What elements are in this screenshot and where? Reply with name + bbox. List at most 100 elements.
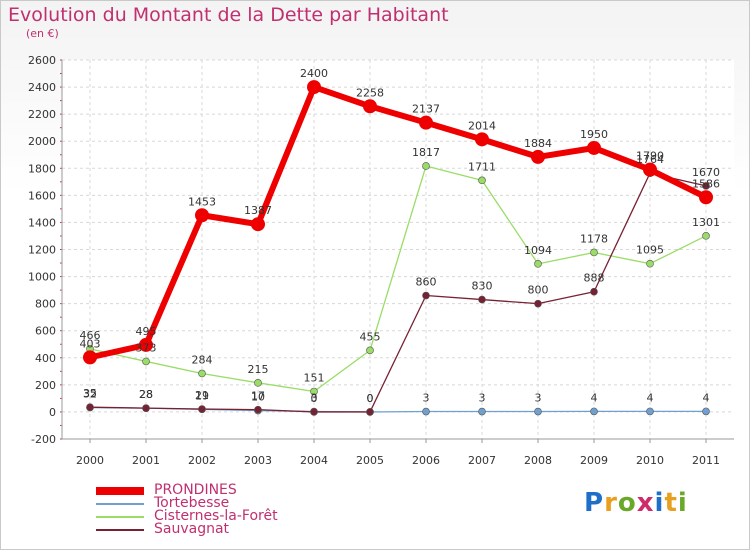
y-tick-label: 600 [35, 325, 56, 338]
data-point [254, 405, 262, 414]
data-point [422, 407, 430, 416]
y-tick-label: 1000 [28, 271, 56, 284]
data-label: 2014 [468, 119, 496, 132]
data-label: 19 [195, 389, 209, 402]
data-label: 3 [479, 392, 486, 405]
data-point [142, 357, 150, 366]
y-tick-label: -200 [31, 433, 56, 446]
data-label: 32 [83, 388, 97, 401]
data-label: 1178 [580, 232, 608, 245]
data-label: 403 [80, 337, 101, 350]
data-label: 0 [311, 392, 318, 405]
logo-letter: i [654, 488, 665, 518]
data-label: 28 [139, 388, 153, 401]
data-label: 466 [80, 329, 101, 342]
data-label: 3 [311, 392, 318, 405]
x-tick-label: 2000 [76, 454, 104, 467]
data-label: 215 [248, 363, 269, 376]
data-label: 1387 [244, 204, 272, 217]
data-label: 151 [304, 371, 325, 384]
data-point [195, 208, 209, 223]
data-label: 0 [367, 392, 374, 405]
data-point [310, 387, 318, 396]
data-point [699, 190, 713, 205]
data-label: 455 [360, 330, 381, 343]
legend-swatch [96, 528, 144, 531]
legend-label: PRONDINES [154, 482, 237, 498]
data-point [702, 407, 710, 416]
series-line-0 [89, 84, 708, 361]
x-tick-label: 2011 [692, 454, 720, 467]
series-line-2 [89, 165, 707, 393]
y-tick-label: 2600 [28, 54, 56, 67]
data-point [534, 260, 542, 268]
legend-label: Cisternes-la-Forêt [154, 508, 278, 524]
data-point [534, 407, 542, 416]
data-point [366, 346, 374, 355]
data-label: 10 [251, 391, 265, 404]
logo-letter: P [584, 488, 605, 518]
data-label: 2258 [356, 86, 384, 99]
logo-letter: i [677, 488, 688, 518]
data-label: 2400 [300, 67, 328, 80]
data-label: 1094 [524, 244, 552, 257]
data-point [254, 379, 262, 387]
data-label: 830 [472, 280, 493, 293]
data-point [422, 291, 430, 300]
x-tick-label: 2005 [356, 454, 384, 467]
y-tick-label: 1400 [28, 216, 56, 229]
data-label: 800 [528, 284, 549, 297]
x-tick-label: 2007 [468, 454, 496, 467]
data-label: 28 [139, 388, 153, 401]
x-tick-label: 2009 [580, 454, 608, 467]
y-tick-label: 200 [35, 379, 56, 392]
y-tick-label: 1600 [28, 189, 56, 202]
data-label: 1095 [636, 244, 664, 257]
data-label: 1301 [692, 216, 720, 229]
data-label: 1586 [692, 177, 720, 190]
data-point [142, 404, 150, 412]
data-point [310, 408, 318, 416]
data-label: 17 [251, 390, 265, 403]
y-tick-label: 2200 [28, 108, 56, 121]
x-tick-label: 2008 [524, 454, 552, 467]
chart-legend: PRONDINES Tortebesse Cisternes-la-Forêt Sau… [96, 482, 278, 536]
data-point [366, 408, 374, 416]
chart-unit-label: (en €) [26, 27, 59, 40]
data-point [590, 248, 598, 257]
data-point [422, 162, 430, 170]
data-label: 888 [584, 272, 605, 285]
legend-swatch [96, 486, 144, 495]
data-point [198, 369, 206, 378]
logo-letter: x [636, 488, 655, 518]
legend-label: Tortebesse [154, 495, 230, 511]
data-point [478, 295, 486, 304]
data-point [646, 407, 654, 416]
data-label: 284 [192, 353, 213, 366]
data-point [531, 149, 545, 164]
x-tick-label: 2002 [188, 454, 216, 467]
data-label: 2137 [412, 103, 440, 116]
data-label: 35 [83, 387, 97, 400]
data-point [478, 407, 486, 416]
data-point [251, 217, 265, 232]
data-point [139, 337, 153, 352]
chart-title: Evolution du Montant de la Dette par Hab… [8, 4, 449, 26]
proxiti-logo: Proxiti [584, 488, 688, 518]
data-label: 1711 [468, 160, 496, 173]
series-line-3 [89, 172, 707, 413]
data-label: 1453 [188, 195, 216, 208]
data-label: 4 [591, 391, 598, 404]
data-point [478, 176, 486, 185]
x-tick-label: 2001 [132, 454, 160, 467]
data-point [590, 407, 598, 416]
data-point [534, 299, 542, 308]
data-label: 860 [416, 276, 437, 289]
data-point [587, 140, 601, 155]
y-tick-label: 1800 [28, 162, 56, 175]
data-label: 373 [136, 341, 157, 354]
data-label: 1670 [692, 166, 720, 179]
data-label: 4 [703, 391, 710, 404]
data-label: 4 [647, 391, 654, 404]
